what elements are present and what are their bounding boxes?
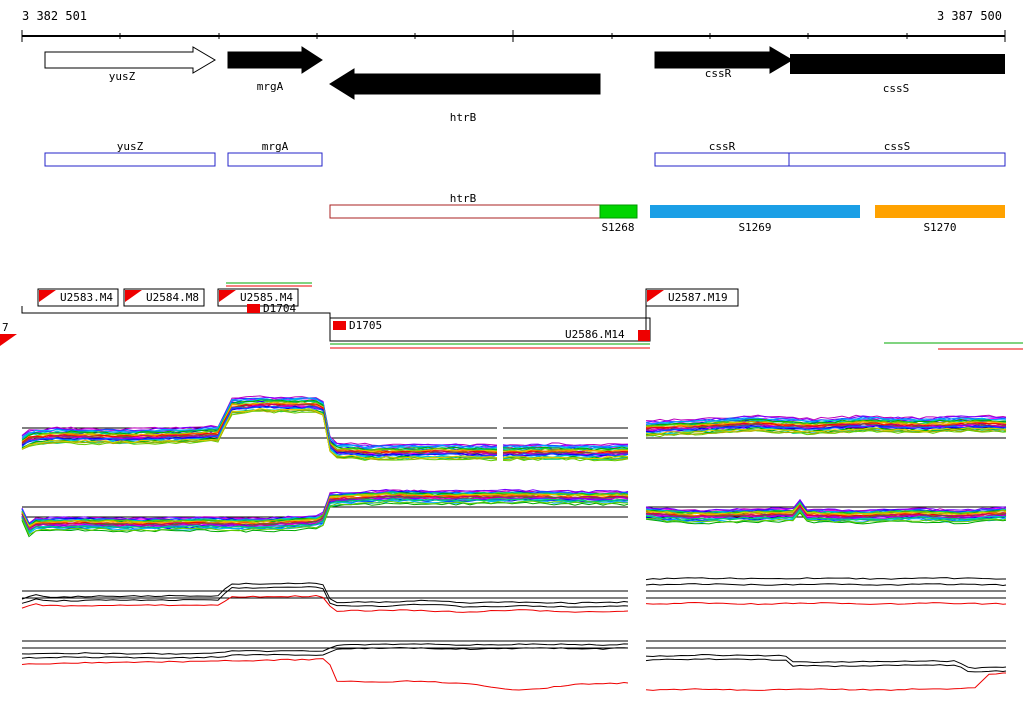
gene-arrow-label-htrB: htrB — [450, 111, 477, 124]
expression-profiles-layer — [21, 395, 1007, 691]
profile-line — [21, 407, 498, 460]
profile-line — [21, 586, 629, 608]
down-marker-label: D1704 — [263, 302, 296, 315]
probe-region-box — [329, 317, 651, 342]
gene-box-label-mrgA: mrgA — [262, 140, 289, 153]
profile-line — [21, 646, 629, 659]
profile-line — [645, 512, 1007, 525]
profile-line — [645, 653, 1007, 669]
profile-line — [21, 399, 498, 451]
down-marker-icon — [638, 330, 650, 341]
profile-line — [21, 582, 629, 605]
gene-box-yusZ[interactable] — [44, 152, 216, 167]
profile-line — [645, 504, 1007, 516]
cds-box-htrB[interactable] — [329, 204, 601, 219]
profile-line — [645, 583, 1007, 587]
up-flag-icon-clipped — [0, 334, 17, 346]
gene-arrow-cssR[interactable] — [654, 46, 793, 74]
profile-line — [21, 407, 498, 459]
probe-flag-label: U2584.M8 — [146, 291, 199, 304]
segment-label-S1270: S1270 — [923, 221, 956, 234]
probe-flag-label: U2587.M19 — [668, 291, 728, 304]
ruler-end-label: 3 387 500 — [937, 9, 1002, 23]
profile-line — [645, 427, 1007, 435]
profile-line — [645, 601, 1007, 606]
segment-box-S1269[interactable] — [650, 205, 860, 218]
gene-arrow-label-mrgA: mrgA — [257, 80, 284, 93]
profile-line — [502, 455, 629, 460]
up-flag-icon — [125, 290, 142, 302]
down-marker-D1704[interactable]: D1704 — [247, 302, 296, 315]
gene-box-label-cssS: cssS — [884, 140, 911, 153]
gene-arrow-htrB[interactable] — [329, 68, 601, 100]
probe-flag-U2583-M4[interactable]: U2583.M4 — [37, 288, 119, 307]
profile-line — [645, 424, 1007, 433]
down-marker-D1705[interactable]: D1705 — [333, 319, 382, 332]
segment-box-S1270[interactable] — [875, 205, 1005, 218]
profile-line — [21, 594, 629, 613]
profile-line — [645, 507, 1007, 520]
profile-line — [21, 658, 629, 691]
profile-line — [21, 409, 498, 461]
gene-arrow-mrgA[interactable] — [227, 46, 323, 74]
segment-label-S1268: S1268 — [601, 221, 634, 234]
up-flag-icon — [39, 290, 56, 302]
profile-line — [502, 457, 629, 462]
segment-box-S1268[interactable] — [599, 204, 638, 219]
gene-arrow-label-cssS: cssS — [883, 82, 910, 95]
down-marker-label: D1705 — [349, 319, 382, 332]
up-flag-icon — [647, 290, 664, 302]
profile-line — [645, 498, 1007, 512]
probe-flag-U2587-M19[interactable]: U2587.M19 — [645, 288, 739, 307]
probe-clipped-label: 7 — [2, 321, 9, 334]
probe-flag-box — [37, 288, 119, 307]
probe-flag-label: U2583.M4 — [60, 291, 113, 304]
cds-box-label-htrB: htrB — [450, 192, 477, 205]
probe-main-line — [21, 306, 331, 318]
profile-line — [645, 672, 1006, 691]
segment-label-S1269: S1269 — [738, 221, 771, 234]
probe-flag-U2584-M8[interactable]: U2584.M8 — [123, 288, 205, 307]
profile-line — [21, 643, 629, 655]
profile-line — [21, 500, 628, 536]
profile-line — [21, 496, 629, 531]
profile-line — [21, 405, 498, 457]
probe-flag-box — [645, 288, 739, 307]
gene-arrow-cssS[interactable] — [790, 54, 1005, 74]
gene-box-label-cssR: cssR — [709, 140, 736, 153]
probe-region-label: U2586.M14 — [565, 328, 625, 341]
gene-box-label-yusZ: yusZ — [117, 140, 144, 153]
profile-line — [502, 445, 629, 449]
profile-line — [21, 488, 629, 524]
profile-line — [645, 418, 1007, 427]
profile-line — [645, 427, 1007, 436]
probe-flag-box — [123, 288, 205, 307]
gene-arrow-label-cssR: cssR — [705, 67, 732, 80]
profile-line — [645, 414, 1007, 422]
down-marker-icon — [247, 304, 260, 313]
profile-line — [645, 658, 1007, 673]
gene-arrow-label-yusZ: yusZ — [109, 70, 136, 83]
down-marker-icon — [333, 321, 346, 330]
profile-line — [21, 405, 498, 457]
profile-line — [21, 497, 629, 533]
profile-line — [645, 428, 1007, 436]
gene-arrow-yusZ[interactable] — [44, 46, 216, 74]
profile-line — [645, 508, 1007, 521]
ruler-ticks — [21, 30, 1006, 42]
gene-box-mrgA[interactable] — [227, 152, 323, 167]
probe-flag-label: U2585.M4 — [240, 291, 293, 304]
up-flag-icon — [219, 290, 236, 302]
ruler-start-label: 3 382 501 — [22, 9, 87, 23]
profile-line — [645, 577, 1006, 581]
profile-line — [645, 510, 1007, 524]
probe-flag-U2585-M4[interactable]: U2585.M4 — [217, 288, 299, 307]
gene-box-cssR-cssS[interactable] — [654, 152, 1006, 167]
